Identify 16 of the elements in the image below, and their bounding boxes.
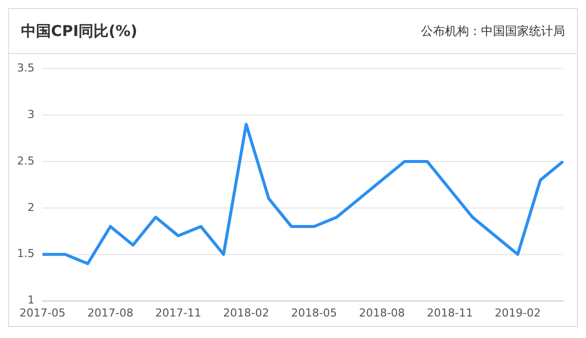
chart-title: 中国CPI同比(%) bbox=[21, 22, 138, 40]
x-tick-label: 2018-11 bbox=[426, 306, 473, 320]
y-tick-label: 3.5 bbox=[16, 61, 34, 74]
y-tick-label: 3 bbox=[27, 108, 34, 121]
x-tick-label: 2017-11 bbox=[155, 306, 202, 320]
y-tick-label: 1 bbox=[27, 294, 34, 307]
text: 公布机构：中国国家统计局 bbox=[421, 24, 565, 38]
y-tick-label: 2.5 bbox=[16, 154, 34, 168]
x-tick-label: 2017-05 bbox=[20, 306, 66, 320]
x-tick-label: 2017-08 bbox=[87, 306, 134, 320]
y-tick-label: 1.5 bbox=[16, 247, 34, 260]
y-tick-label: 2 bbox=[27, 200, 34, 214]
x-tick-label: 2018-05 bbox=[291, 306, 338, 320]
x-tick-label: 2019-02 bbox=[494, 306, 541, 320]
x-tick-label: 2018-02 bbox=[223, 306, 270, 320]
x-tick-label: 2018-08 bbox=[358, 306, 405, 320]
